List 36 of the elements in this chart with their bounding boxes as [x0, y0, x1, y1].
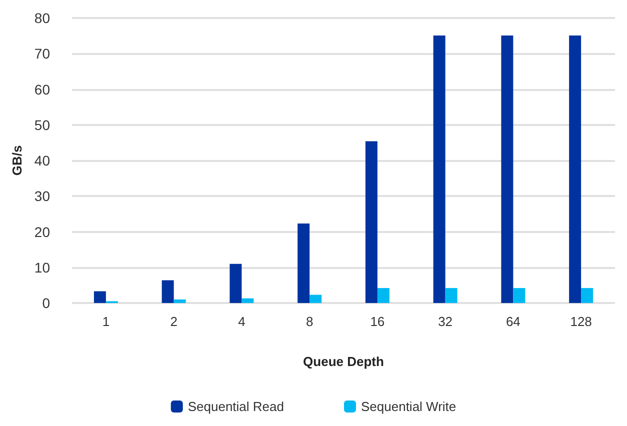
bar — [445, 288, 458, 303]
y-tick-label: 20 — [34, 224, 50, 240]
y-tick-label: 80 — [34, 10, 50, 26]
bar — [569, 35, 582, 303]
y-tick-label: 40 — [34, 152, 50, 168]
bar — [501, 35, 514, 303]
bar — [94, 291, 106, 303]
x-tick-label: 32 — [438, 314, 453, 329]
x-axis-title: Queue Depth — [303, 354, 384, 369]
y-tick-label: 0 — [42, 295, 50, 311]
bar — [513, 288, 526, 303]
x-tick-label: 4 — [238, 314, 246, 329]
y-tick-label: 10 — [34, 259, 50, 276]
bar — [581, 288, 594, 303]
bar — [310, 294, 322, 303]
y-axis-title: GB/s — [10, 145, 25, 176]
bar — [174, 299, 186, 303]
bar — [230, 264, 242, 303]
x-tick-label: 1 — [102, 314, 110, 329]
bar — [242, 298, 254, 303]
legend-label: Sequential Write — [360, 399, 456, 414]
bar — [365, 141, 378, 303]
y-tick-label: 30 — [34, 188, 50, 204]
x-tick-label: 128 — [570, 314, 592, 329]
x-tick-label: 16 — [370, 314, 385, 329]
bar — [162, 280, 174, 303]
legend-label: Sequential Read — [188, 399, 284, 414]
bar — [377, 288, 390, 303]
y-tick-label: 50 — [34, 116, 50, 133]
bar — [433, 35, 446, 303]
x-tick-label: 2 — [170, 314, 178, 329]
bar — [298, 224, 310, 303]
x-tick-label: 64 — [506, 314, 520, 329]
y-tick-label: 70 — [34, 46, 50, 62]
y-tick-label: 60 — [34, 81, 50, 98]
x-tick-label: 8 — [306, 314, 314, 329]
